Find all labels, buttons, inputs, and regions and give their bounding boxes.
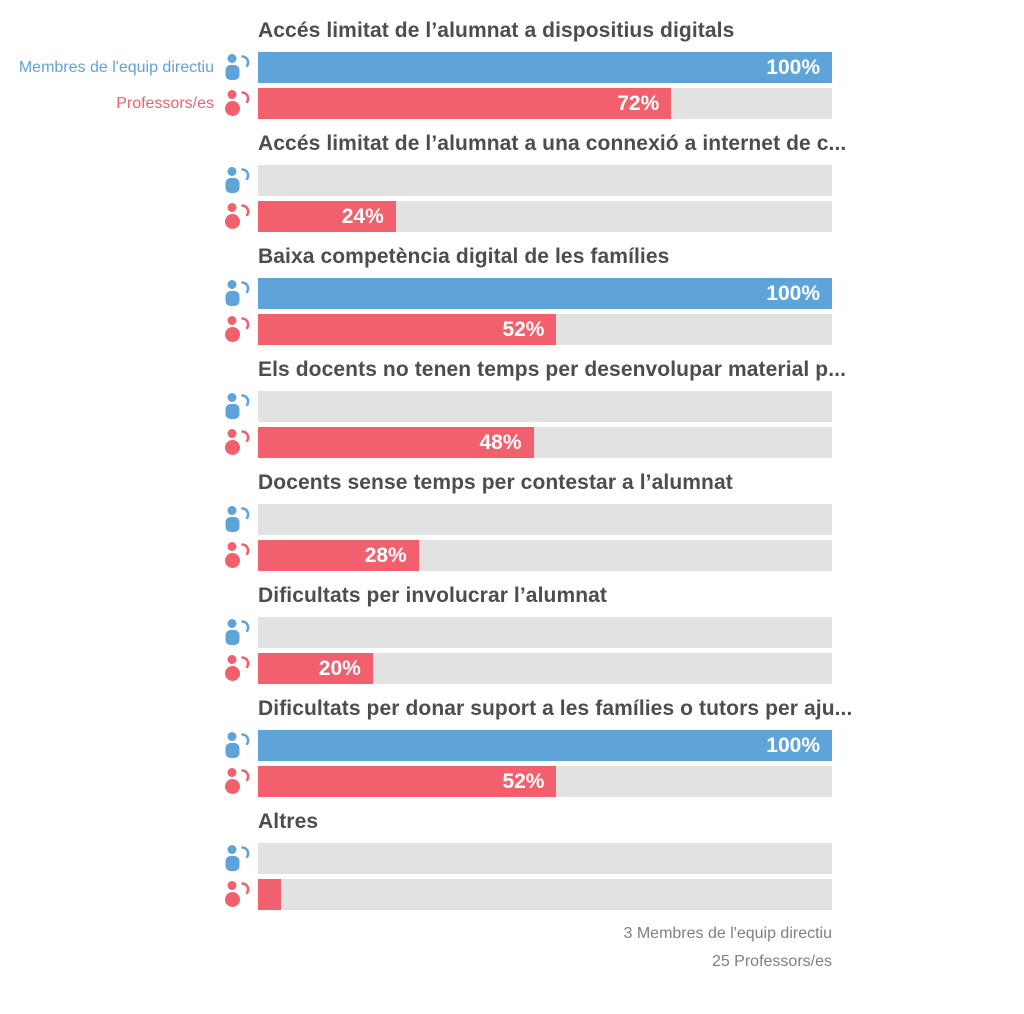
professor-users-icon xyxy=(224,541,251,571)
director-users-icon xyxy=(224,731,251,761)
chart-area: Accés limitat de l’alumnat a dispositius… xyxy=(0,18,1024,922)
respondent-counts: 3 Membres de l'equip directiu 25 Profess… xyxy=(0,920,833,976)
director-bar-row: 100% xyxy=(225,730,832,761)
professor-value-label: 48% xyxy=(479,430,522,454)
director-bar-track xyxy=(258,391,832,422)
professor-bar-track xyxy=(258,879,832,910)
director-bar-track xyxy=(258,617,832,648)
professor-bar-row: 52% xyxy=(225,314,832,345)
director-count: 3 Membres de l'equip directiu xyxy=(623,925,833,942)
professor-bar-fill: 28% xyxy=(258,540,419,571)
director-users-icon xyxy=(224,53,251,83)
question-group: Altres xyxy=(0,809,1024,910)
director-bar-row xyxy=(225,504,832,535)
question-group: Dificultats per involucrar l’alumnat xyxy=(0,583,1024,684)
director-bar-row xyxy=(225,391,832,422)
director-value-label: 100% xyxy=(766,281,820,305)
director-value-label: 100% xyxy=(766,733,820,757)
professor-value-label: 52% xyxy=(502,769,545,793)
professor-bar-row: Professors/es 72% xyxy=(116,88,832,119)
director-bar-track xyxy=(258,843,832,874)
professor-bar-row: 24% xyxy=(225,201,832,232)
question-title: Altres xyxy=(258,810,319,833)
professor-bar-fill: 52% xyxy=(258,766,557,797)
question-title: Baixa competència digital de les famílie… xyxy=(258,245,670,268)
professor-bar-row: 52% xyxy=(225,766,832,797)
director-value-label: 100% xyxy=(766,55,820,79)
director-bar-row xyxy=(225,165,832,196)
professor-users-icon xyxy=(224,428,251,458)
professor-bar-fill xyxy=(258,879,281,910)
professor-bar-row: 28% xyxy=(225,540,832,571)
director-users-icon xyxy=(224,392,251,422)
director-users-icon xyxy=(224,844,251,874)
professor-value-label: 52% xyxy=(502,317,545,341)
director-bar-track xyxy=(258,504,832,535)
professor-users-icon xyxy=(224,89,251,119)
director-bar-fill: 100% xyxy=(258,278,832,309)
professor-users-icon xyxy=(224,767,251,797)
professor-value-label: 72% xyxy=(617,91,660,115)
director-bar-track xyxy=(258,165,832,196)
director-bar-fill: 100% xyxy=(258,52,832,83)
question-group: Els docents no tenen temps per desenvolu… xyxy=(0,357,1024,458)
director-bar-row: Membres de l'equip directiu 100% xyxy=(19,52,832,83)
question-title: Accés limitat de l’alumnat a dispositius… xyxy=(258,19,735,42)
professor-value-label: 28% xyxy=(364,543,407,567)
professor-count: 25 Professors/es xyxy=(711,953,832,970)
professor-bar-row: 48% xyxy=(225,427,832,458)
director-users-icon xyxy=(224,618,251,648)
director-bar-row: 100% xyxy=(225,278,832,309)
professor-users-icon xyxy=(224,654,251,684)
professor-series-label: Professors/es xyxy=(116,94,214,112)
director-users-icon xyxy=(224,166,251,196)
professor-bar-row: 20% xyxy=(225,653,832,684)
professor-value-label: 20% xyxy=(318,656,361,680)
question-title: Dificultats per donar suport a les famíl… xyxy=(258,697,853,720)
professor-bar-fill: 20% xyxy=(258,653,373,684)
question-title: Els docents no tenen temps per desenvolu… xyxy=(258,358,847,381)
director-users-icon xyxy=(224,505,251,535)
question-group: Baixa competència digital de les famílie… xyxy=(0,244,1024,345)
question-title: Accés limitat de l’alumnat a una connexi… xyxy=(258,132,847,155)
director-bar-row xyxy=(225,617,832,648)
question-group: Docents sense temps per contestar a l’al… xyxy=(0,470,1024,571)
professor-users-icon xyxy=(224,880,251,910)
professor-bar-fill: 48% xyxy=(258,427,534,458)
professor-users-icon xyxy=(224,315,251,345)
professor-bar-fill: 24% xyxy=(258,201,396,232)
director-users-icon xyxy=(224,279,251,309)
professor-bar-fill: 52% xyxy=(258,314,557,345)
professor-bar-fill: 72% xyxy=(258,88,672,119)
question-title: Dificultats per involucrar l’alumnat xyxy=(258,584,608,607)
professor-users-icon xyxy=(224,202,251,232)
professor-value-label: 24% xyxy=(341,204,384,228)
question-group: Accés limitat de l’alumnat a dispositius… xyxy=(0,18,1024,119)
question-title: Docents sense temps per contestar a l’al… xyxy=(258,471,733,494)
director-series-label: Membres de l'equip directiu xyxy=(18,58,214,76)
professor-bar-row xyxy=(225,879,832,910)
director-bar-row xyxy=(225,843,832,874)
question-group: Accés limitat de l’alumnat a una connexi… xyxy=(0,131,1024,232)
director-bar-fill: 100% xyxy=(258,730,832,761)
question-group: Dificultats per donar suport a les famíl… xyxy=(0,696,1024,797)
